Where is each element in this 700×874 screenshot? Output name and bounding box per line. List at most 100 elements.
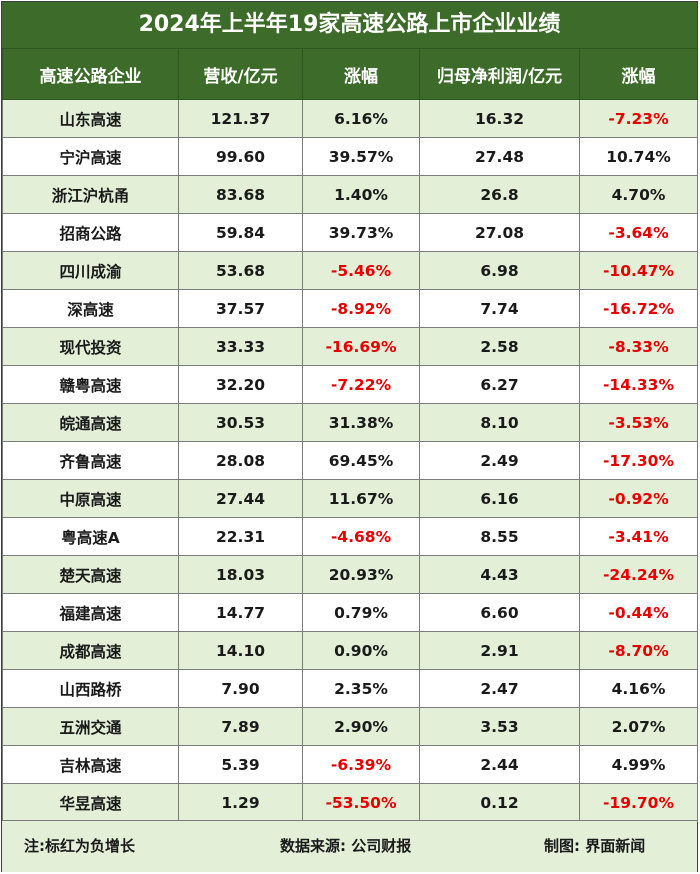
cell-net-profit: 8.10 — [419, 403, 580, 442]
cell-company: 吉林高速 — [2, 745, 179, 784]
header-row: 高速公路企业 营收/亿元 涨幅 归母净利润/亿元 涨幅 — [2, 48, 698, 100]
column-header-company: 高速公路企业 — [2, 48, 179, 100]
table-row: 楚天高速 18.03 20.93% 4.43 -24.24% — [2, 555, 698, 594]
table-row: 皖通高速 30.53 31.38% 8.10 -3.53% — [2, 403, 698, 442]
cell-net-profit: 16.32 — [419, 99, 580, 138]
cell-profit-growth: -3.41% — [579, 517, 698, 556]
cell-net-profit: 6.16 — [419, 479, 580, 518]
cell-net-profit: 2.47 — [419, 669, 580, 708]
table-row: 四川成渝 53.68 -5.46% 6.98 -10.47% — [2, 251, 698, 290]
cell-revenue-growth: 20.93% — [302, 555, 420, 594]
cell-revenue: 27.44 — [178, 479, 303, 518]
table-row: 福建高速 14.77 0.79% 6.60 -0.44% — [2, 593, 698, 632]
table-row: 中原高速 27.44 11.67% 6.16 -0.92% — [2, 479, 698, 518]
cell-profit-growth: -3.64% — [579, 213, 698, 252]
cell-profit-growth: -8.33% — [579, 327, 698, 366]
cell-revenue-growth: 69.45% — [302, 441, 420, 480]
cell-net-profit: 2.49 — [419, 441, 580, 480]
footer: 注:标红为负增长 数据来源: 公司财报 制图: 界面新闻 — [2, 820, 697, 872]
column-header-net-profit: 归母净利润/亿元 — [419, 48, 580, 100]
cell-revenue: 83.68 — [178, 175, 303, 214]
cell-revenue-growth: 0.90% — [302, 631, 420, 670]
table-row: 成都高速 14.10 0.90% 2.91 -8.70% — [2, 631, 698, 670]
cell-company: 中原高速 — [2, 479, 179, 518]
cell-revenue: 30.53 — [178, 403, 303, 442]
cell-company: 宁沪高速 — [2, 137, 179, 176]
cell-revenue: 5.39 — [178, 745, 303, 784]
cell-company: 山西路桥 — [2, 669, 179, 708]
performance-table: 高速公路企业 营收/亿元 涨幅 归母净利润/亿元 涨幅 山东高速 121.37 6.… — [2, 48, 698, 822]
cell-profit-growth: -8.70% — [579, 631, 698, 670]
cell-company: 招商公路 — [2, 213, 179, 252]
cell-revenue: 14.10 — [178, 631, 303, 670]
cell-company: 福建高速 — [2, 593, 179, 632]
cell-revenue: 121.37 — [178, 99, 303, 138]
cell-net-profit: 2.44 — [419, 745, 580, 784]
table-row: 宁沪高速 99.60 39.57% 27.48 10.74% — [2, 137, 698, 176]
cell-revenue-growth: 0.79% — [302, 593, 420, 632]
cell-revenue-growth: 2.35% — [302, 669, 420, 708]
cell-profit-growth: -0.92% — [579, 479, 698, 518]
cell-profit-growth: -19.70% — [579, 783, 698, 822]
cell-revenue-growth: -4.68% — [302, 517, 420, 556]
cell-company: 皖通高速 — [2, 403, 179, 442]
cell-revenue-growth: -6.39% — [302, 745, 420, 784]
cell-profit-growth: -14.33% — [579, 365, 698, 404]
cell-revenue: 59.84 — [178, 213, 303, 252]
table-row: 山西路桥 7.90 2.35% 2.47 4.16% — [2, 669, 698, 708]
cell-revenue-growth: -16.69% — [302, 327, 420, 366]
cell-net-profit: 7.74 — [419, 289, 580, 328]
cell-net-profit: 27.48 — [419, 137, 580, 176]
column-header-revenue-growth: 涨幅 — [302, 48, 420, 100]
cell-company: 成都高速 — [2, 631, 179, 670]
column-header-profit-growth: 涨幅 — [579, 48, 698, 100]
cell-revenue-growth: 39.73% — [302, 213, 420, 252]
cell-revenue: 53.68 — [178, 251, 303, 290]
table-row: 五洲交通 7.89 2.90% 3.53 2.07% — [2, 707, 698, 746]
table-row: 深高速 37.57 -8.92% 7.74 -16.72% — [2, 289, 698, 328]
cell-company: 四川成渝 — [2, 251, 179, 290]
cell-revenue-growth: 11.67% — [302, 479, 420, 518]
cell-net-profit: 6.27 — [419, 365, 580, 404]
cell-revenue-growth: 39.57% — [302, 137, 420, 176]
cell-revenue: 14.77 — [178, 593, 303, 632]
cell-company: 浙江沪杭甬 — [2, 175, 179, 214]
cell-net-profit: 2.91 — [419, 631, 580, 670]
cell-revenue: 1.29 — [178, 783, 303, 822]
table-row: 粤高速A 22.31 -4.68% 8.55 -3.41% — [2, 517, 698, 556]
cell-revenue: 7.90 — [178, 669, 303, 708]
cell-net-profit: 27.08 — [419, 213, 580, 252]
cell-profit-growth: -10.47% — [579, 251, 698, 290]
cell-revenue-growth: -5.46% — [302, 251, 420, 290]
cell-profit-growth: -24.24% — [579, 555, 698, 594]
cell-revenue-growth: 2.90% — [302, 707, 420, 746]
table-row: 赣粤高速 32.20 -7.22% 6.27 -14.33% — [2, 365, 698, 404]
table-row: 齐鲁高速 28.08 69.45% 2.49 -17.30% — [2, 441, 698, 480]
cell-revenue: 33.33 — [178, 327, 303, 366]
cell-revenue-growth: -7.22% — [302, 365, 420, 404]
table-title: 2024年上半年19家高速公路上市企业业绩 — [2, 2, 697, 49]
cell-company: 山东高速 — [2, 99, 179, 138]
cell-revenue: 37.57 — [178, 289, 303, 328]
cell-profit-growth: -0.44% — [579, 593, 698, 632]
table-row: 华昱高速 1.29 -53.50% 0.12 -19.70% — [2, 783, 698, 822]
cell-revenue: 32.20 — [178, 365, 303, 404]
cell-revenue-growth: -8.92% — [302, 289, 420, 328]
cell-company: 赣粤高速 — [2, 365, 179, 404]
cell-revenue: 18.03 — [178, 555, 303, 594]
cell-revenue-growth: 31.38% — [302, 403, 420, 442]
cell-revenue: 99.60 — [178, 137, 303, 176]
cell-company: 齐鲁高速 — [2, 441, 179, 480]
cell-company: 五洲交通 — [2, 707, 179, 746]
cell-profit-growth: 4.70% — [579, 175, 698, 214]
cell-profit-growth: 4.16% — [579, 669, 698, 708]
table-row: 现代投资 33.33 -16.69% 2.58 -8.33% — [2, 327, 698, 366]
column-header-revenue: 营收/亿元 — [178, 48, 303, 100]
table-row: 山东高速 121.37 6.16% 16.32 -7.23% — [2, 99, 698, 138]
cell-net-profit: 6.60 — [419, 593, 580, 632]
table-row: 招商公路 59.84 39.73% 27.08 -3.64% — [2, 213, 698, 252]
cell-company: 深高速 — [2, 289, 179, 328]
footer-source: 数据来源: 公司财报 — [280, 837, 412, 855]
cell-revenue-growth: -53.50% — [302, 783, 420, 822]
